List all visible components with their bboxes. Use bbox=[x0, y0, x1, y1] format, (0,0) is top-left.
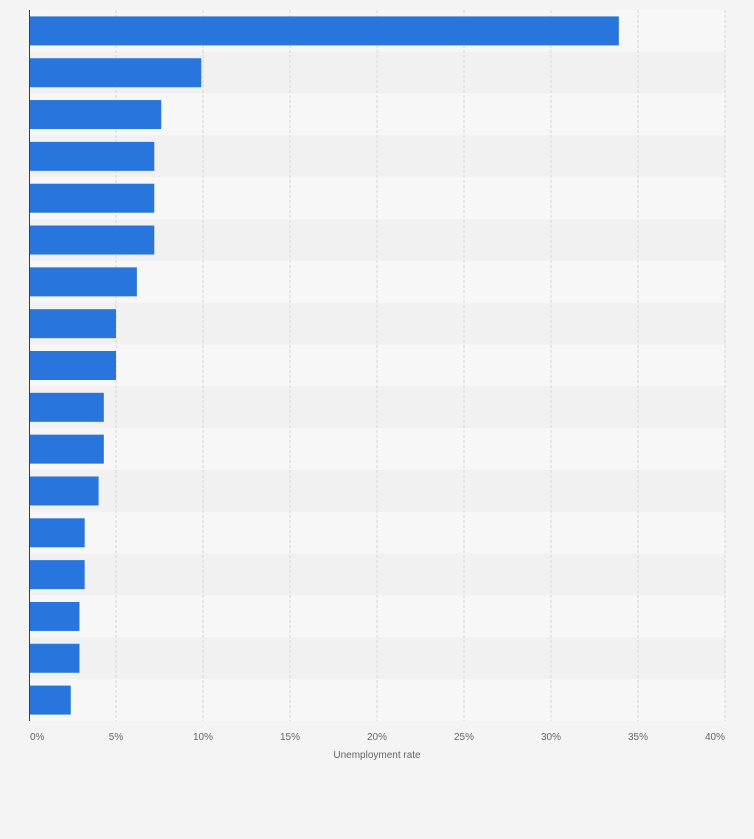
x-tick-label: 0% bbox=[30, 732, 45, 743]
x-tick-label: 40% bbox=[705, 732, 725, 743]
row-band bbox=[29, 302, 725, 345]
bar bbox=[29, 309, 116, 339]
bar bbox=[29, 183, 155, 213]
x-tick-label: 5% bbox=[109, 732, 124, 743]
x-axis-title: Unemployment rate bbox=[333, 750, 421, 761]
bar bbox=[29, 434, 104, 464]
bar bbox=[29, 476, 99, 506]
bar bbox=[29, 392, 104, 422]
bar bbox=[29, 16, 619, 46]
bar bbox=[29, 685, 71, 715]
x-tick-label: 15% bbox=[280, 732, 300, 743]
row-band bbox=[29, 553, 725, 596]
bars bbox=[29, 16, 619, 715]
bar bbox=[29, 267, 137, 297]
bar bbox=[29, 351, 116, 380]
bar bbox=[29, 100, 162, 130]
x-tick-labels: 0% 5% 10% 15% 20% 25% 30% 35% 40% bbox=[30, 732, 725, 743]
bar bbox=[29, 643, 80, 673]
bar bbox=[29, 225, 155, 255]
bar bbox=[29, 518, 85, 548]
x-tick-label: 30% bbox=[541, 732, 561, 743]
bar bbox=[29, 601, 80, 631]
bar bbox=[29, 58, 202, 88]
x-tick-label: 10% bbox=[193, 732, 213, 743]
row-band bbox=[29, 428, 725, 471]
bar bbox=[29, 560, 85, 590]
x-tick-label: 20% bbox=[367, 732, 387, 743]
bar bbox=[29, 141, 155, 171]
x-tick-label: 35% bbox=[628, 732, 648, 743]
x-tick-label: 25% bbox=[454, 732, 474, 743]
gridlines bbox=[115, 10, 726, 721]
